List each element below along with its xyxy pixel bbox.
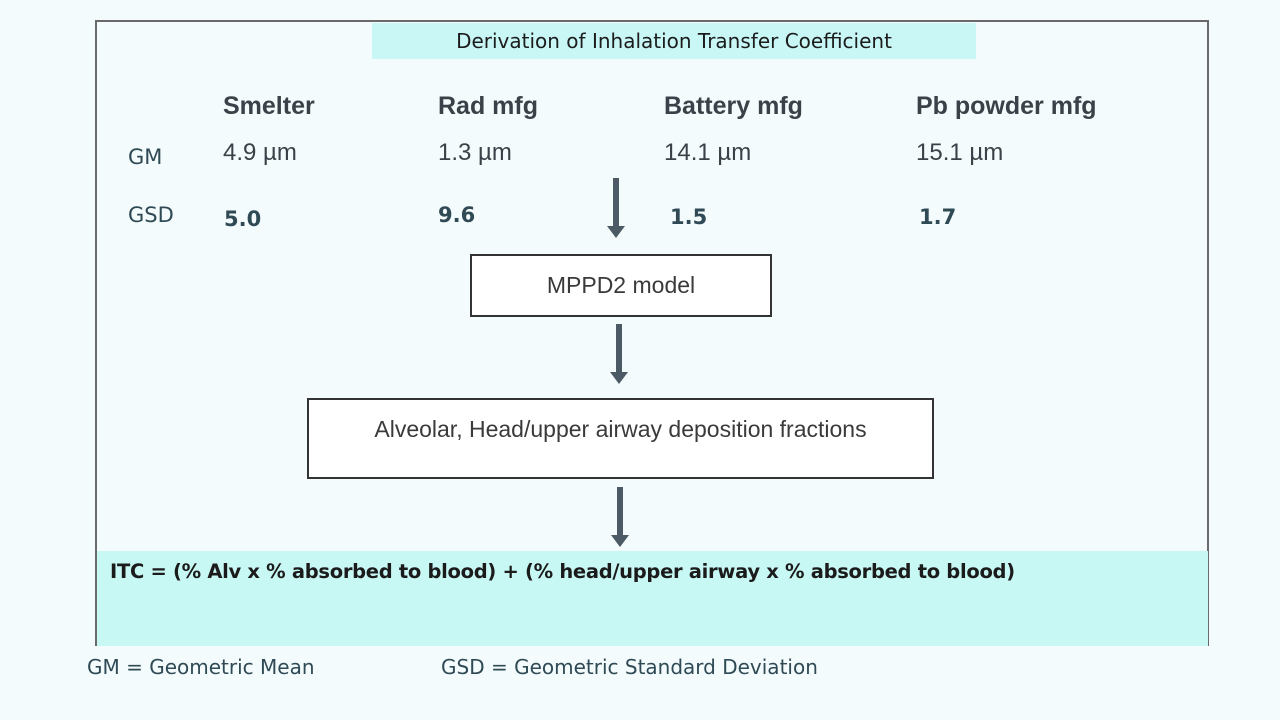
mppd2-model-label: MPPD2 model — [546, 272, 696, 298]
gm-value-rad-mfg: 1.3 µm — [438, 139, 512, 166]
gsd-value-battery-mfg: 1.5 — [670, 205, 708, 229]
column-header-rad-mfg: Rad mfg — [438, 92, 538, 120]
deposition-fractions-box: Alveolar, Head/upper airway deposition f… — [307, 398, 934, 479]
column-header-battery-mfg: Battery mfg — [664, 92, 803, 120]
itc-equation-box — [97, 551, 1208, 646]
footnote-gm-definition: GM = Geometric Mean — [87, 655, 315, 679]
gsd-value-smelter: 5.0 — [224, 207, 262, 231]
column-header-smelter: Smelter — [223, 92, 315, 120]
column-header-pb-powder-mfg: Pb powder mfg — [916, 92, 1097, 120]
slide-title: Derivation of Inhalation Transfer Coeffi… — [372, 23, 976, 59]
footnote-gsd-definition: GSD = Geometric Standard Deviation — [441, 655, 818, 679]
gm-value-battery-mfg: 14.1 µm — [664, 139, 752, 166]
gm-value-pb-powder-mfg: 15.1 µm — [916, 139, 1004, 166]
deposition-fractions-label: Alveolar, Head/upper airway deposition f… — [374, 416, 867, 442]
slide-title-text: Derivation of Inhalation Transfer Coeffi… — [456, 29, 892, 53]
row-label-gm: GM — [128, 145, 163, 169]
mppd2-model-box: MPPD2 model — [470, 254, 772, 317]
slide-frame — [95, 20, 1209, 646]
row-label-gsd: GSD — [128, 203, 174, 227]
gsd-value-pb-powder-mfg: 1.7 — [919, 205, 957, 229]
gm-value-smelter: 4.9 µm — [223, 139, 297, 166]
itc-equation: ITC = (% Alv x % absorbed to blood) + (%… — [110, 560, 1015, 583]
gsd-value-rad-mfg: 9.6 — [438, 203, 476, 227]
